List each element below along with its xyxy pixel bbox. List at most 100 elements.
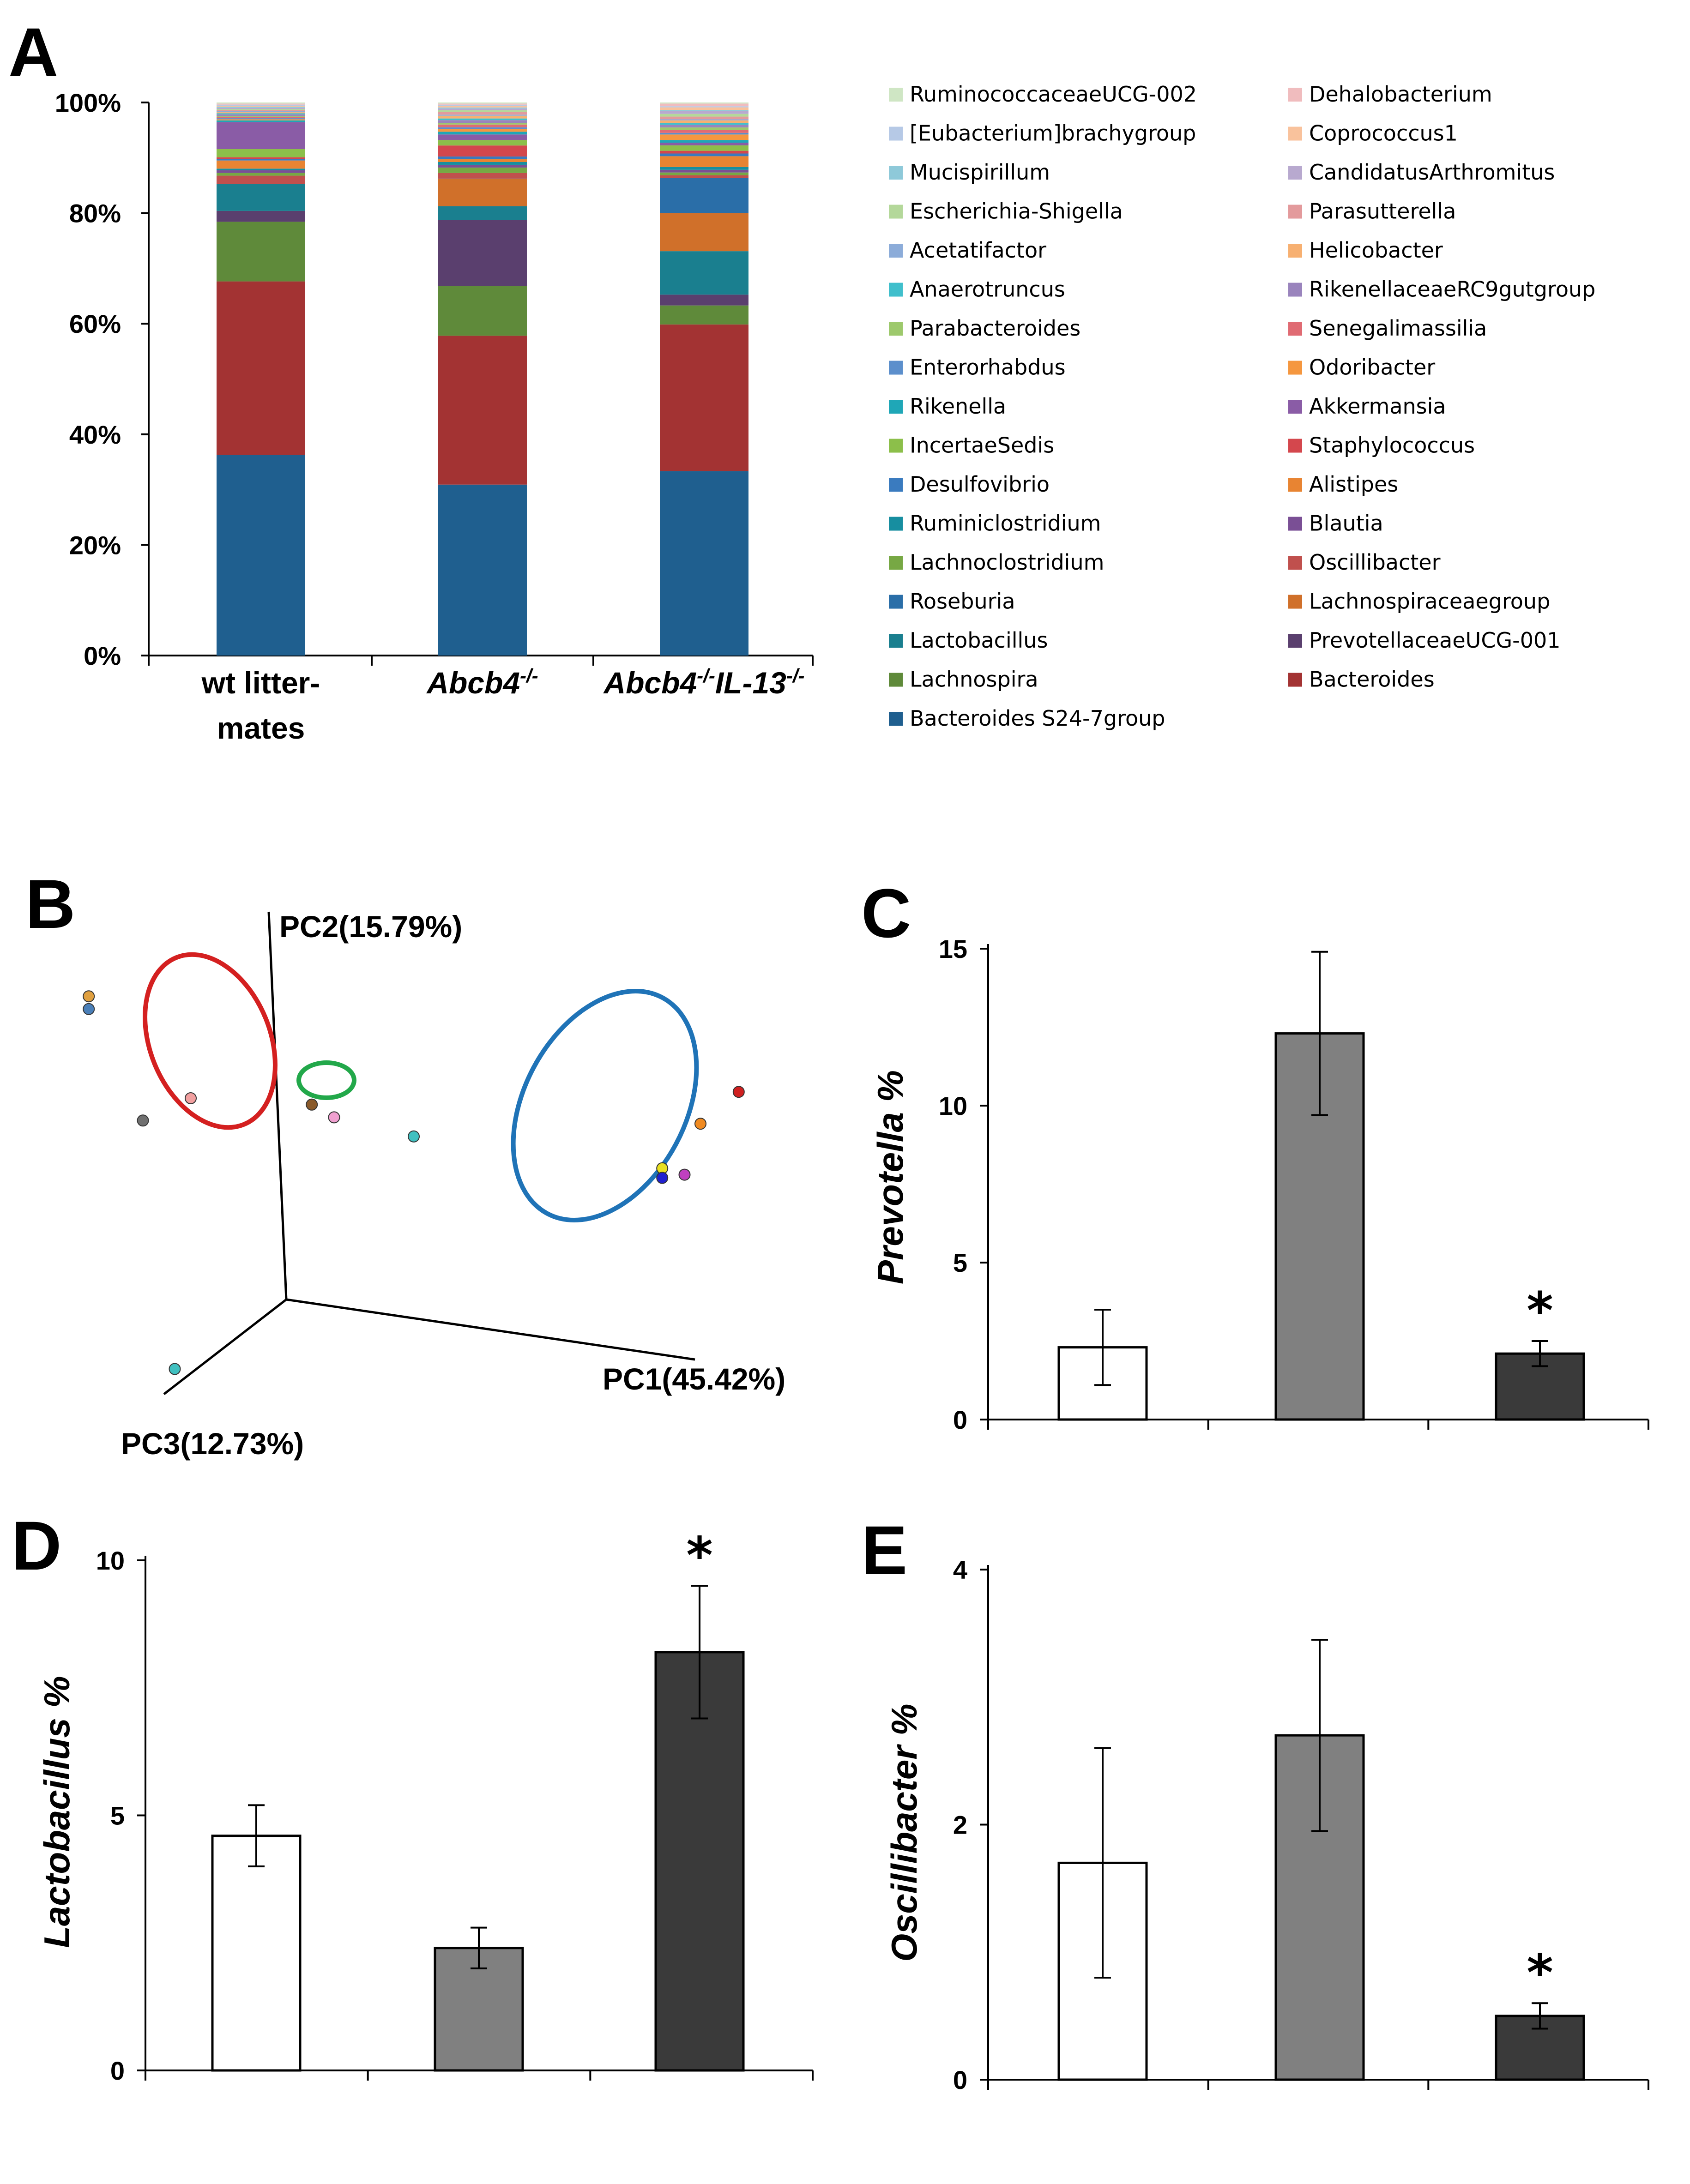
stacked-segment-ruminococcaceaeucg-002-wt-litter-mates (217, 102, 305, 104)
y-axis-label-genus: Lactobacillus (36, 1718, 77, 1948)
stacked-segment-candidatusarthromitus-wt-litter-mates (217, 108, 305, 109)
legend-item-rikenellaceaerc9gutgroup: RikenellaceaeRC9gutgroup (1309, 277, 1595, 302)
stacked-segment-prevotellaceaeucg-001-abcb4 (438, 220, 527, 286)
legend-item-enterorhabdus: Enterorhabdus (910, 355, 1066, 380)
stacked-segment-enterorhabdus-wt-litter-mates (217, 118, 305, 120)
stacked-segment-parabacteroides-abcb4 (438, 123, 527, 125)
stacked-segment-incertaesedis-wt-litter-mates (217, 149, 305, 157)
stacked-segment-ruminococcaceaeucg-002-abcb4-il-13 (660, 102, 748, 104)
category-label-part: -/- (786, 665, 805, 686)
panel-e-oscillibacter-bar-chart: 0 2 4 * Oscillibacter % (884, 1555, 1649, 2094)
panel-d-lactobacillus-bar-chart: 0 5 10 * Lactobacillus % (36, 1526, 814, 2085)
legend-swatch-ruminiclostridium (889, 517, 903, 531)
category-label-abcb4-il-13: Abcb4-/-IL-13-/- (603, 665, 804, 700)
legend-item-anaerotruncus: Anaerotruncus (910, 277, 1065, 302)
stacked-segment-candidatusarthromitus-abcb4-il-13 (660, 111, 748, 114)
stacked-segment-rikenella-abcb4 (438, 132, 527, 135)
stacked-segment-senegalimassilia-abcb4-il-13 (660, 130, 748, 133)
stacked-segment-bacteroides-s24-7group-abcb4-il-13 (660, 471, 748, 656)
y-tick-label: 5 (110, 1801, 125, 1830)
stacked-segment-roseburia-abcb4-il-13 (660, 178, 748, 213)
stacked-segment-lachnospiraceaegroup-abcb4 (438, 178, 527, 206)
bar-wt-litter-mates (211, 1835, 302, 2072)
stacked-segment-lachnospira-abcb4-il-13 (660, 305, 748, 325)
stacked-segment-ruminiclostridium-abcb4-il-13 (660, 167, 748, 170)
y-tick-label: 0 (953, 2065, 967, 2094)
panel-a-stacked-bar-chart: 0%20%40%60%80%100%wt litter-matesAbcb4-/… (55, 82, 1596, 745)
legend-item-blautia: Blautia (1309, 511, 1383, 536)
panel-label-c: C (861, 874, 911, 952)
legend-swatch-senegalimassilia (1288, 322, 1302, 336)
legend-item-rikenella: Rikenella (910, 394, 1006, 419)
stacked-segment-dehalobacterium-wt-litter-mates (217, 103, 305, 105)
legend-item-incertaesedis: IncertaeSedis (910, 433, 1054, 458)
panel-b-pcoa-plot: PC2(15.79%) PC1(45.42%) PC3(12.73%) (83, 909, 785, 1461)
sample-point (83, 990, 95, 1003)
stacked-segment-rikenellaceaerc9gutgroup-abcb4-il-13 (660, 125, 748, 128)
sample-point (328, 1111, 340, 1124)
stacked-segment-acetatifactor-abcb4 (438, 114, 527, 116)
stacked-segment-escherichia-shigella-wt-litter-mates (217, 109, 305, 110)
legend-swatch-oscillibacter (1288, 556, 1302, 570)
y-tick-label: 0% (84, 641, 121, 670)
legend-swatch-lachnospiraceaegroup (1288, 595, 1302, 609)
legend-item-lachnoclostridium: Lachnoclostridium (910, 550, 1104, 575)
legend-swatch-roseburia (889, 595, 903, 609)
category-label-part: -/- (520, 665, 538, 686)
y-tick-label: 40% (69, 420, 121, 449)
legend-item-bacteroides-s24-7group: Bacteroides S24-7group (910, 706, 1165, 731)
y-axis-label: Oscillibacter % (884, 1703, 924, 1961)
legend-item-akkermansia: Akkermansia (1309, 394, 1446, 419)
y-tick-label: 10 (96, 1546, 125, 1575)
stacked-segment-akkermansia-abcb4 (438, 134, 527, 140)
category-label-wt-line1: wt litter- (201, 666, 320, 700)
legend-swatch-acetatifactor (889, 244, 903, 258)
significance-star: * (686, 1526, 713, 1585)
legend-swatch-lachnospira (889, 673, 903, 687)
group-ellipse-abcb4 (511, 989, 699, 1222)
stacked-segment-parabacteroides-abcb4-il-13 (660, 127, 748, 130)
legend-swatch-escherichia-shigella (889, 205, 903, 219)
sample-point (678, 1168, 691, 1181)
category-label-part: -/- (697, 665, 715, 686)
stacked-segment-ruminiclostridium-wt-litter-mates (217, 168, 305, 170)
legend-item-eubacterium-brachygroup: [Eubacterium]brachygroup (910, 121, 1196, 146)
stacked-segment-parabacteroides-wt-litter-mates (217, 116, 305, 117)
y-axis-label-unit: % (36, 1676, 77, 1718)
legend-swatch-odoribacter (1288, 361, 1302, 375)
stacked-segment-desulfovibrio-wt-litter-mates (217, 159, 305, 161)
stacked-segment-anaerotruncus-wt-litter-mates (217, 113, 305, 114)
stacked-segment-blautia-wt-litter-mates (217, 170, 305, 173)
stacked-segment-alistipes-wt-litter-mates (217, 160, 305, 169)
stacked-segment-staphylococcus-abcb4 (438, 145, 527, 157)
stacked-segment-senegalimassilia-wt-litter-mates (217, 117, 305, 119)
y-tick-label: 20% (69, 530, 121, 560)
bar-abcb4-il-13 (1495, 1352, 1585, 1421)
stacked-segment-oscillibacter-wt-litter-mates (217, 175, 305, 184)
legend-item-coprococcus1: Coprococcus1 (1309, 121, 1458, 146)
stacked-segment-parasutterella-abcb4 (438, 112, 527, 115)
legend-item-staphylococcus: Staphylococcus (1309, 433, 1475, 458)
y-axis-label: Prevotella % (870, 1070, 911, 1284)
legend-item-ruminococcaceaeucg-002: RuminococcaceaeUCG-002 (910, 82, 1197, 107)
stacked-segment-staphylococcus-abcb4-il-13 (660, 150, 748, 154)
legend-swatch-blautia (1288, 517, 1302, 531)
y-tick-label: 2 (953, 1811, 967, 1840)
stacked-segment-dehalobacterium-abcb4-il-13 (660, 103, 748, 107)
legend-swatch-coprococcus1 (1288, 126, 1302, 141)
legend-item-helicobacter: Helicobacter (1309, 238, 1443, 263)
legend-swatch-incertaesedis (889, 439, 903, 453)
sample-point (137, 1114, 149, 1127)
legend-item-odoribacter: Odoribacter (1309, 355, 1435, 380)
y-axis-label-unit: % (870, 1070, 911, 1112)
stacked-segment-rikenella-wt-litter-mates (217, 120, 305, 122)
y-axis-label-genus: Oscillibacter (884, 1744, 924, 1962)
legend-swatch-desulfovibrio (889, 478, 903, 492)
stacked-segment-oscillibacter-abcb4 (438, 173, 527, 179)
y-tick-label: 10 (939, 1091, 967, 1120)
stacked-segment-rikenellaceaerc9gutgroup-wt-litter-mates (217, 114, 305, 116)
stacked-segment-lachnoclostridium-abcb4 (438, 167, 527, 173)
stacked-segment-dehalobacterium-abcb4 (438, 103, 527, 105)
legend-item-parabacteroides: Parabacteroides (910, 316, 1080, 341)
